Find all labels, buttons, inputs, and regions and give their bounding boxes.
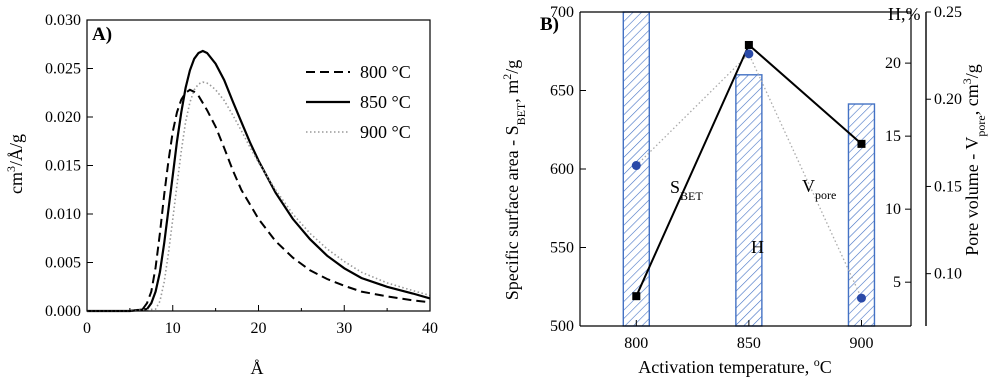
left-tick-label: 500 <box>550 318 574 335</box>
vpore-tick-label: 0.10 <box>934 266 962 283</box>
panel-b-axes: 800 850 900 500 550 600 650 700 5 10 15 20 0.10 0.15 0… <box>550 4 962 352</box>
vpore-marker-2 <box>856 293 866 303</box>
panel-a-label: A) <box>92 24 112 45</box>
panel-b-x-axis-label: Activation temperature, oC <box>638 355 831 377</box>
y-tick-label: 0.000 <box>45 303 81 320</box>
y-tick-label: 0.030 <box>45 12 81 29</box>
sbet-marker-1 <box>744 40 753 49</box>
vpore-tick-label: 0.15 <box>934 178 962 195</box>
panel-a-plot <box>87 49 431 313</box>
x-tick-label: 900 <box>849 335 873 352</box>
h-series-label: H <box>751 237 764 257</box>
x-tick-label: 850 <box>737 335 761 352</box>
series-line-0 <box>87 88 431 312</box>
panel-b-h-axis-label: H,% <box>888 4 921 24</box>
h-tick-label: 10 <box>885 201 901 218</box>
y-tick-label: 0.025 <box>45 61 81 78</box>
panel-a-x-axis-label: Å <box>251 358 264 378</box>
h-tick-label: 20 <box>885 55 901 72</box>
panel-a: 0 10 20 30 40 0.000 0.005 0.010 0.015 0.020 0.025 0… <box>4 12 438 378</box>
panel-a-axes: 0 10 20 30 40 0.000 0.005 0.010 0.015 0.020 0.025 0… <box>45 12 438 337</box>
legend-label-0: 800 °C <box>360 62 411 82</box>
left-tick-label: 600 <box>550 161 574 178</box>
y-tick-label: 0.015 <box>45 158 81 175</box>
x-tick-label: 40 <box>422 320 438 337</box>
x-tick-label: 800 <box>624 335 648 352</box>
panel-b-vpore-axis-label: Pore volume - Vpore, cm3/g <box>960 64 988 256</box>
left-tick-label: 650 <box>550 83 574 100</box>
y-tick-label: 0.010 <box>45 206 81 223</box>
legend-label-1: 850 °C <box>360 92 411 112</box>
vpore-tick-label: 0.20 <box>934 91 962 108</box>
left-tick-label: 700 <box>550 4 574 21</box>
left-tick-label: 550 <box>550 240 574 257</box>
vpore-line <box>635 52 863 299</box>
panel-b: 800 850 900 500 550 600 650 700 5 10 15 20 0.10 0.15 0… <box>500 4 988 377</box>
x-tick-label: 20 <box>251 320 267 337</box>
x-tick-label: 0 <box>83 320 91 337</box>
vpore-tick-label: 0.25 <box>934 4 962 21</box>
sbet-series-label: SBET <box>670 177 703 203</box>
panel-b-left-axis-label: Specific surface area - SBET, m2/g <box>500 60 528 301</box>
panel-b-bars <box>622 11 876 327</box>
panel-a-legend: 800 °C 850 °C 900 °C <box>306 62 411 142</box>
x-tick-label: 10 <box>165 320 181 337</box>
panel-b-label: B) <box>540 14 559 35</box>
y-tick-label: 0.005 <box>45 255 81 272</box>
h-bar-1 <box>735 74 763 327</box>
vpore-marker-0 <box>631 161 641 171</box>
h-tick-label: 5 <box>893 274 901 291</box>
legend-label-2: 900 °C <box>360 122 411 142</box>
series-line-2 <box>87 81 431 312</box>
series-line-1 <box>87 49 431 313</box>
h-bar-2 <box>847 103 876 327</box>
y-tick-label: 0.020 <box>45 109 81 126</box>
x-tick-label: 30 <box>336 320 352 337</box>
sbet-marker-2 <box>857 139 866 148</box>
panel-b-lines <box>631 40 866 303</box>
sbet-marker-0 <box>632 292 641 301</box>
panel-a-y-axis-label: cm3/Å/g <box>4 134 26 194</box>
vpore-series-label: Vpore <box>802 176 836 202</box>
vpore-marker-1 <box>744 49 754 59</box>
h-tick-label: 15 <box>885 128 901 145</box>
